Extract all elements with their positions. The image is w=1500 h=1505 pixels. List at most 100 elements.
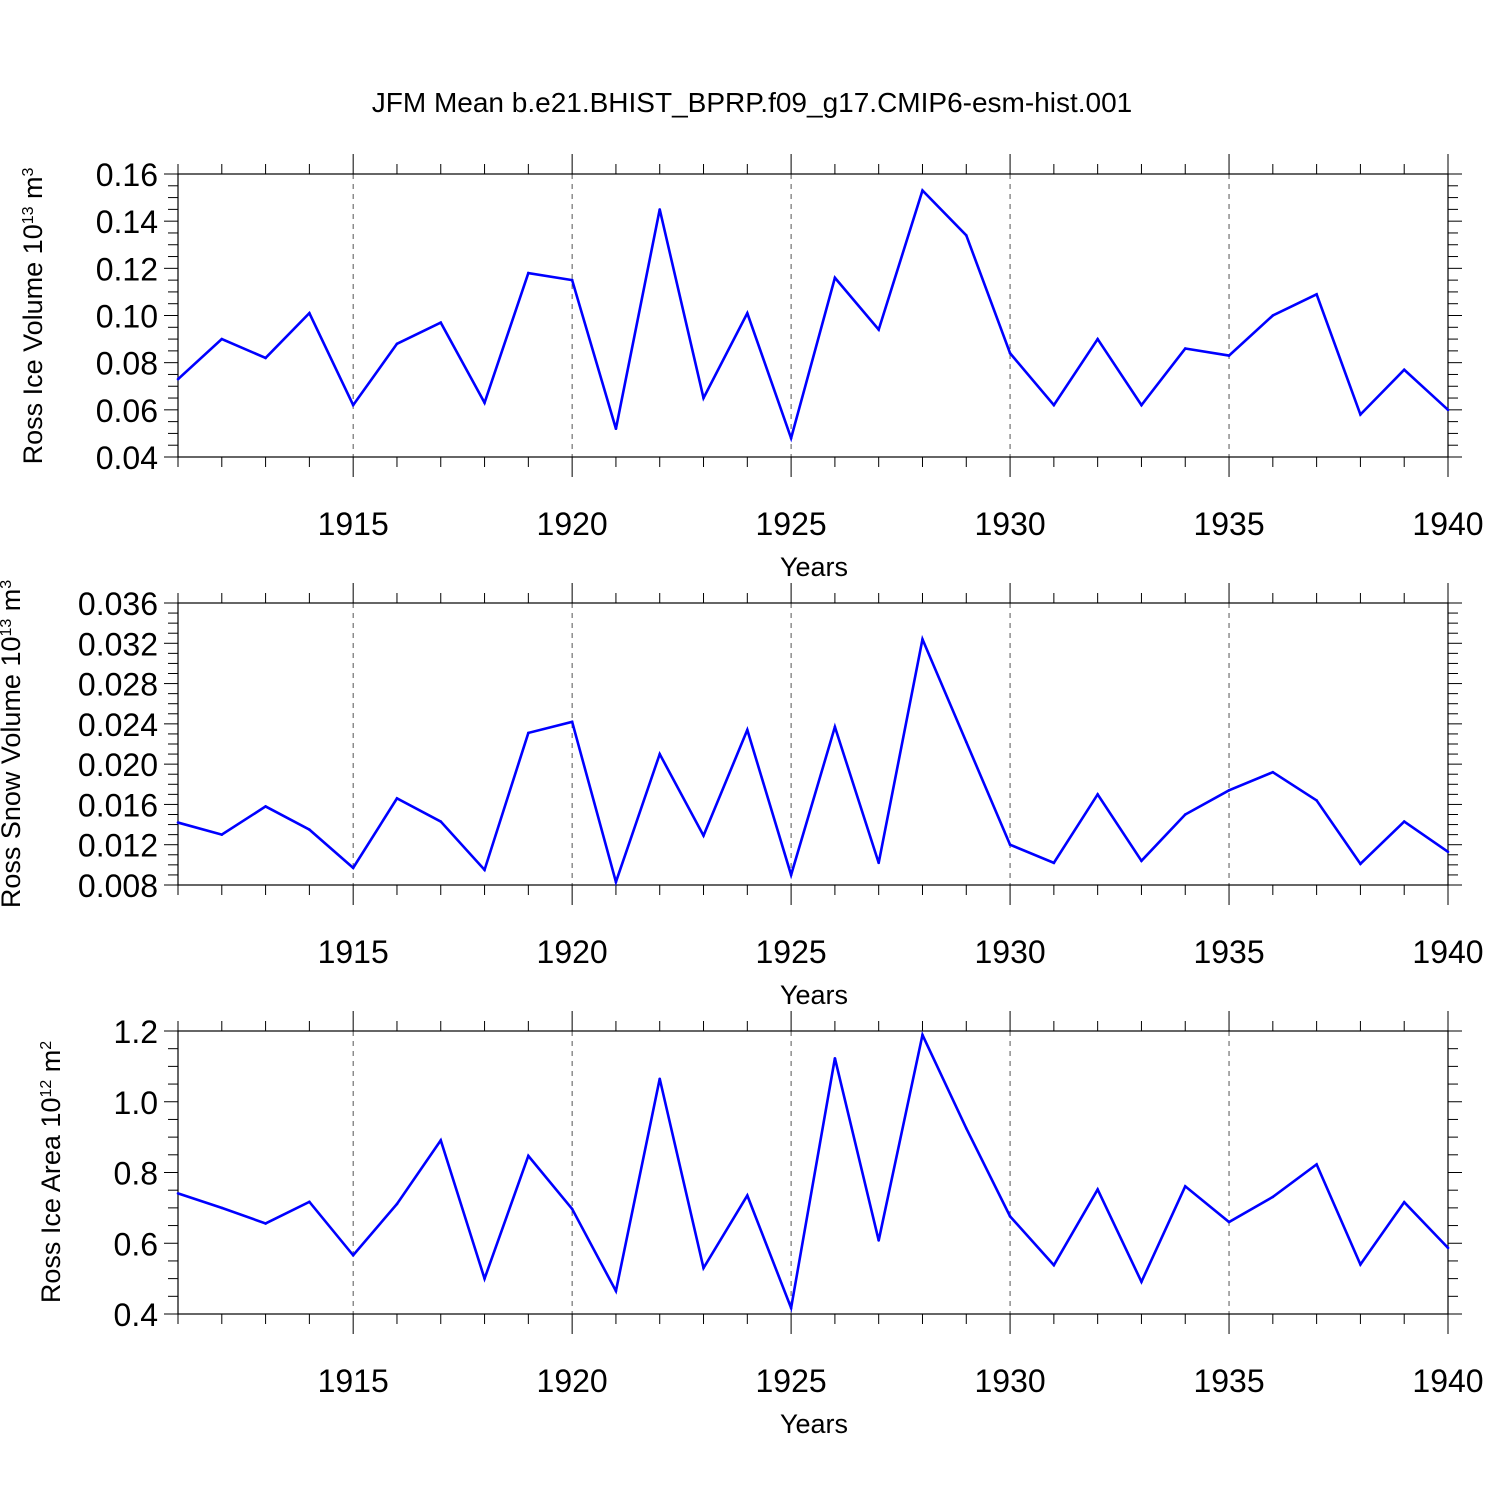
data-point [921,189,924,192]
data-point [264,805,267,808]
data-point [1183,1184,1187,1188]
data-point [351,403,355,407]
y-tick-label: 0.8 [114,1156,158,1192]
data-point [1359,862,1362,866]
x-tick-label: 1925 [756,506,827,542]
data-point [1359,413,1362,416]
data-point [527,1154,530,1158]
data-point [833,1056,837,1060]
figure-title: JFM Mean b.e21.BHIST_BPRP.f09_g17.CMIP6-… [372,87,1133,118]
y-axis-label-superscript: 13 [0,619,15,637]
y-tick-label: 0.04 [96,440,158,476]
data-point [1315,292,1318,296]
x-tick-label: 1930 [974,1363,1045,1399]
y-tick-label: 0.6 [114,1226,158,1262]
data-point [702,1266,705,1270]
data-point [1183,813,1187,816]
data-point [308,1200,311,1204]
data-point [833,725,837,729]
y-tick-label: 0.16 [96,157,158,193]
series-line [177,634,1449,887]
data-point [833,276,837,280]
x-tick-label: 1925 [756,934,827,970]
data-point [308,828,311,831]
data-point [439,1139,443,1142]
data-point [789,1306,793,1310]
y-axis-label-superscript: 3 [20,167,37,176]
y-axis-label-part: m [0,589,26,619]
data-point [746,1194,749,1197]
y-tick-label: 0.036 [78,586,158,622]
y-axis-label-superscript: 12 [38,1080,55,1098]
x-axis-label: Years [780,552,848,582]
data-point [1140,859,1143,863]
x-tick-label: 1920 [537,934,608,970]
data-point [351,866,355,870]
data-point [176,1192,180,1195]
x-tick-label: 1920 [537,506,608,542]
data-point [1271,770,1275,774]
data-point [1008,843,1012,847]
data-point [658,1077,662,1081]
x-tick-label: 1935 [1193,934,1264,970]
y-axis-label-superscript: 2 [38,1041,55,1050]
x-tick-label: 1940 [1412,934,1483,970]
data-point [658,208,662,211]
data-point [789,873,793,877]
data-point [351,1253,355,1257]
y-axis-label: Ross Ice Area 1012 m2 [36,1041,66,1303]
data-point [570,278,574,282]
data-point [1096,337,1099,341]
data-point [1315,1163,1318,1166]
data-point [483,868,486,872]
data-point [1359,1263,1362,1266]
x-tick-label: 1925 [756,1363,827,1399]
x-tick-label: 1940 [1412,1363,1483,1399]
x-tick-label: 1935 [1193,506,1264,542]
data-point [570,1207,574,1211]
data-point [1008,1215,1012,1218]
data-point [964,1126,968,1130]
data-point [658,752,662,756]
y-tick-label: 0.14 [96,204,158,240]
data-point [1227,354,1231,357]
y-axis-label: Ross Ice Volume 1013 m3 [18,167,48,464]
data-point [483,1277,486,1280]
data-point [1271,314,1275,317]
y-axis-label-superscript: 3 [0,580,15,589]
data-point [614,1289,618,1293]
data-point [1446,850,1450,854]
data-point [570,720,574,724]
y-tick-label: 0.032 [78,626,158,662]
y-axis-label-part: Ross Snow Volume 10 [0,637,26,909]
y-axis-label: Ross Snow Volume 1013 m3 [0,580,26,908]
data-point [395,1202,399,1206]
data-point [264,1222,267,1225]
y-tick-label: 0.08 [96,346,158,382]
x-tick-label: 1930 [974,506,1045,542]
data-point [527,731,530,735]
data-point [1140,403,1143,407]
x-tick-label: 1935 [1193,1363,1264,1399]
data-point [439,820,443,823]
y-tick-label: 0.020 [78,747,158,783]
x-axis-label: Years [780,980,848,1010]
data-point [789,436,793,440]
plot-frame [177,173,1449,458]
y-axis-label-part: m [36,1050,66,1080]
data-point [746,728,749,732]
data-point [483,401,486,405]
chart-panel-3: 0.4 0.6 0.8 1.0 1.2 1915 1920 1925 1930 1935 1940 Y… [36,1011,1484,1439]
data-point [176,377,180,381]
data-point [527,271,530,275]
x-tick-label: 1915 [318,934,389,970]
x-axis-label: Years [780,1409,848,1439]
data-point [1052,861,1056,865]
data-point [877,861,880,865]
data-point [1315,799,1318,802]
data-point [395,797,399,800]
data-point [1052,403,1056,407]
data-point [264,356,267,360]
data-point [1446,408,1450,412]
